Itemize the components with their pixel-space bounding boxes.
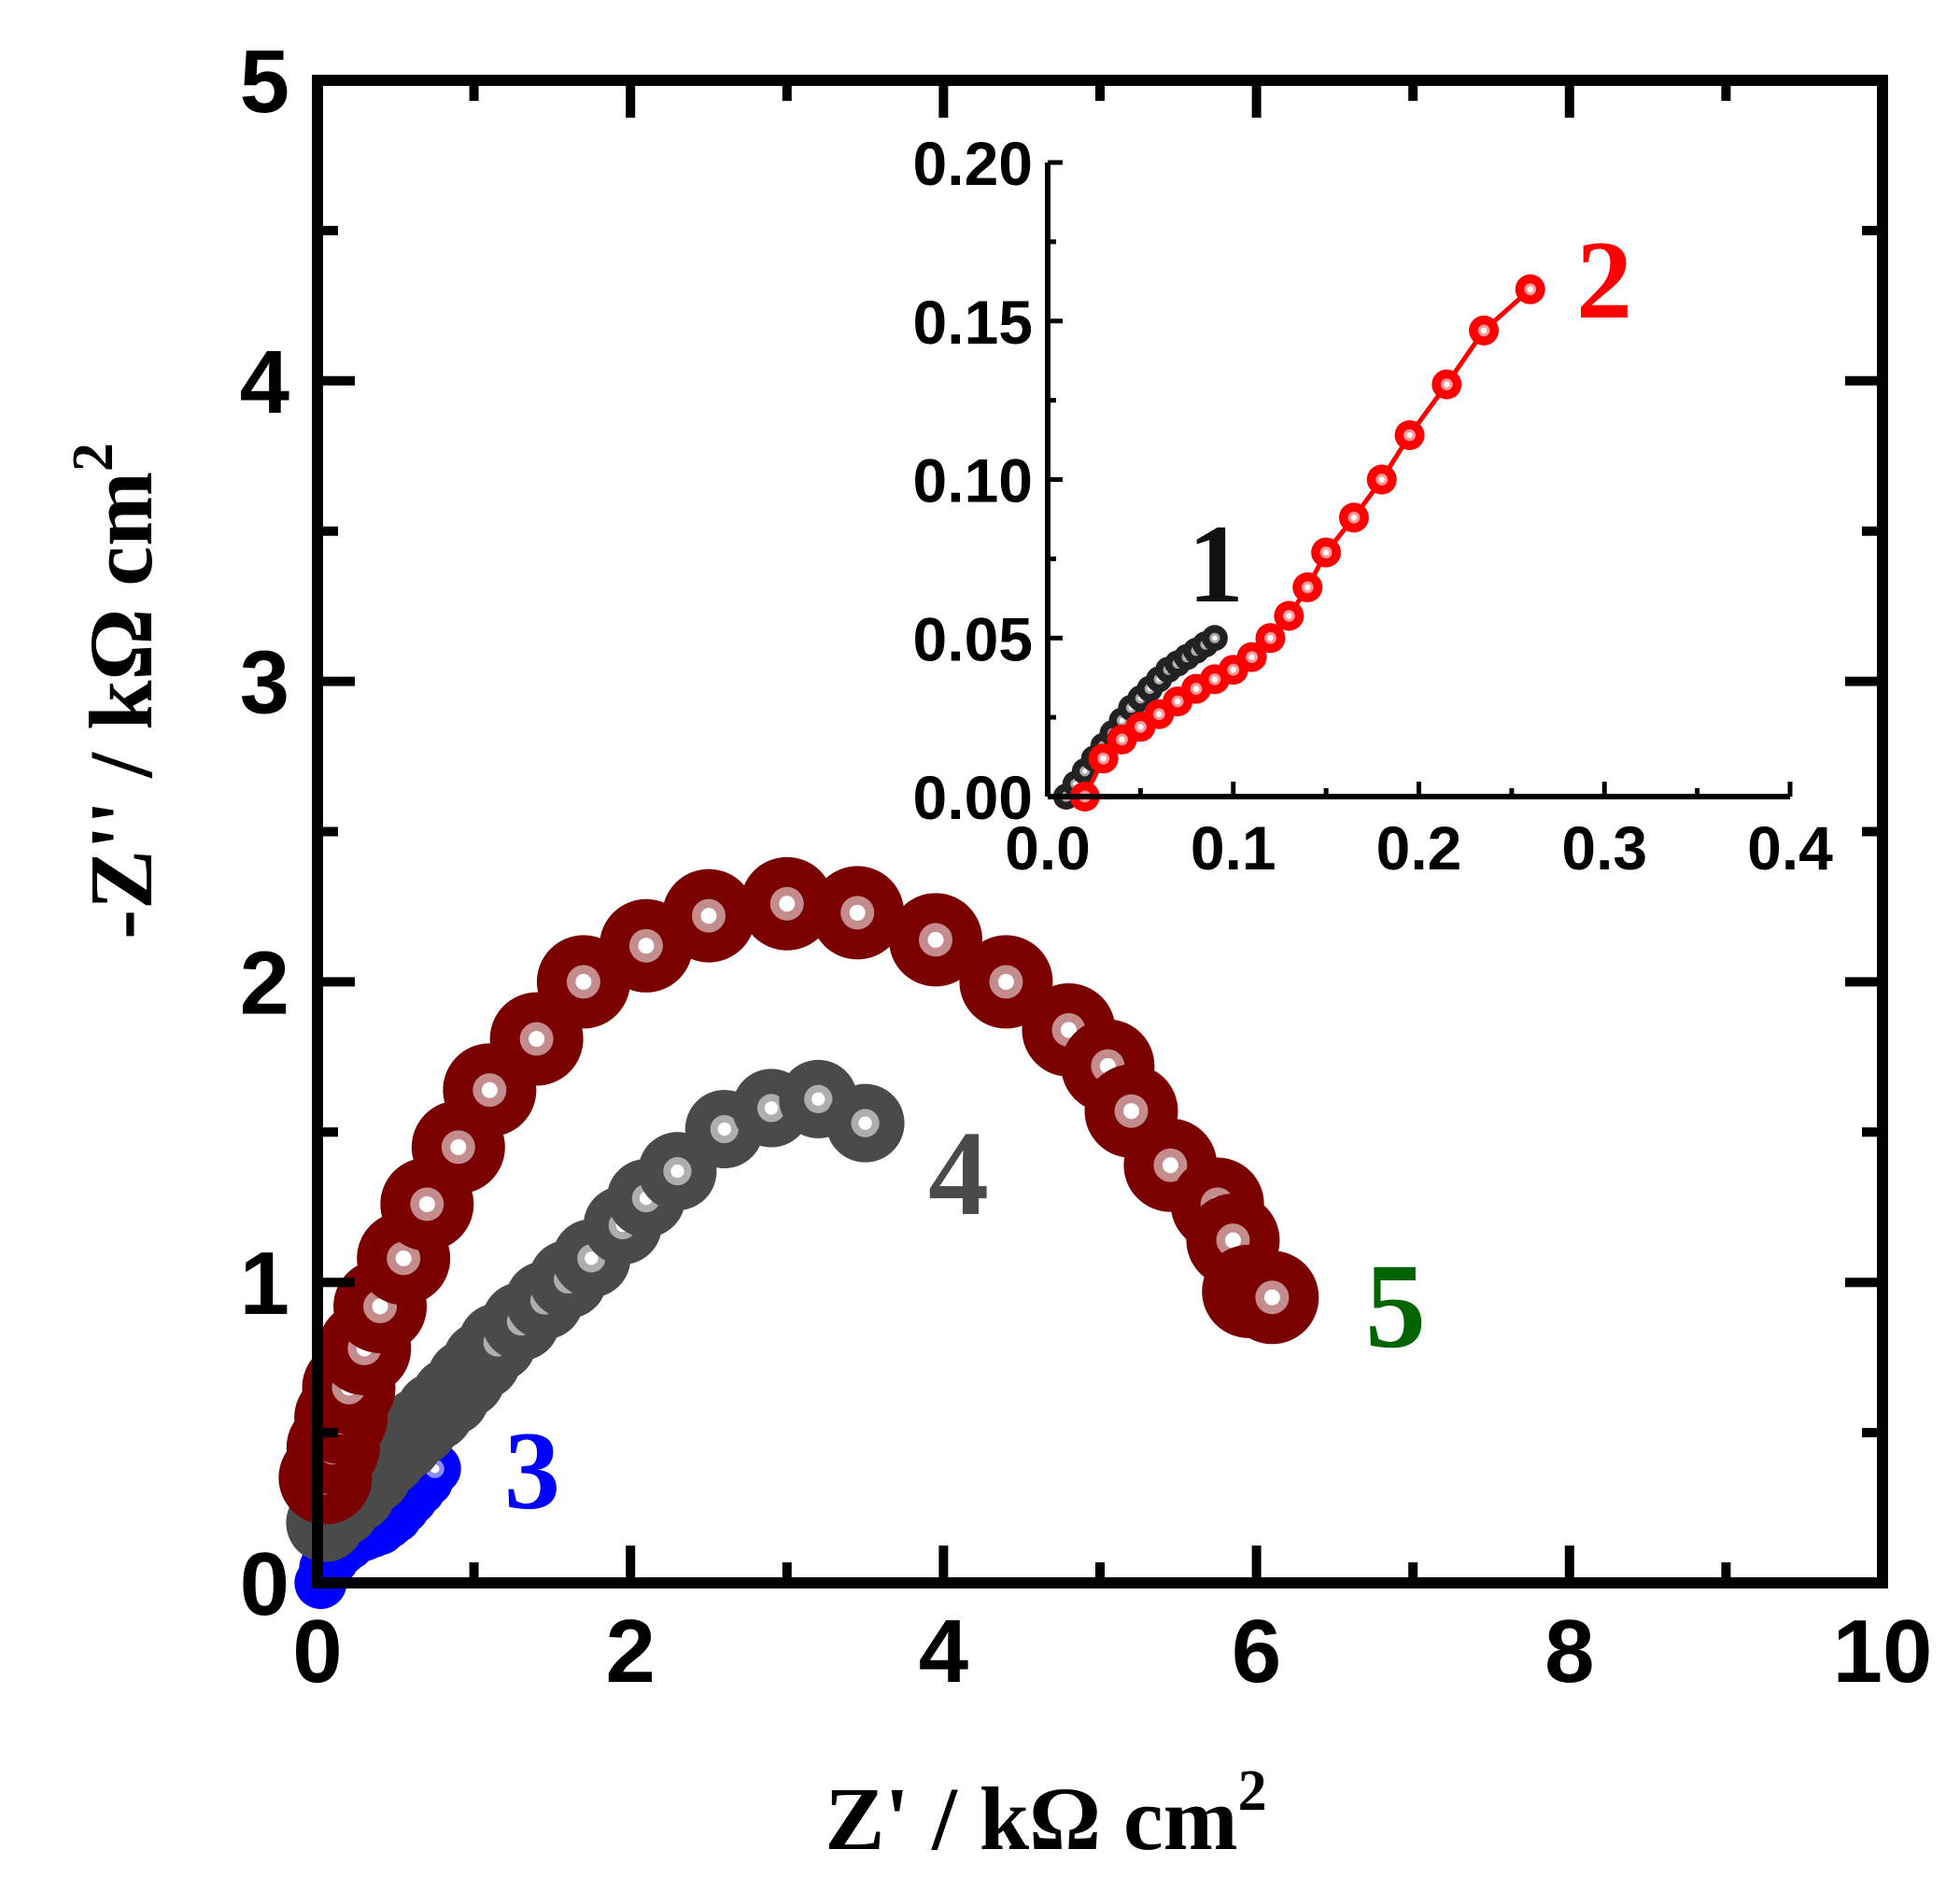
inset-y-tick-label: 0.15 xyxy=(913,288,1033,357)
inset-x-tick-label: 0.0 xyxy=(1005,813,1091,882)
inset-y-tick-label: 0.10 xyxy=(913,446,1033,515)
inset-y-tick-label: 0.00 xyxy=(913,763,1033,832)
inset-series-2-point xyxy=(1311,537,1342,568)
inset-series-2-point xyxy=(1292,572,1323,602)
inset-y-tick-label: 0.05 xyxy=(913,604,1033,673)
x-axis-title: Z' / kΩ cm2 xyxy=(825,1759,1266,1869)
inset-plot: 0.0 0.1 0.2 0.3 0.4 0.00 0.05 0.10 0.15 0.20 xyxy=(913,129,1834,882)
inset-x-tick-label: 0.3 xyxy=(1561,813,1647,882)
x-axis-title-sup: 2 xyxy=(1238,1759,1267,1823)
main-data-points xyxy=(278,856,1319,1609)
series-label-4: 4 xyxy=(928,1107,989,1241)
x-axis-title-text: Z' / kΩ cm xyxy=(825,1769,1237,1869)
inset-series-2-point xyxy=(1338,502,1369,533)
series-4-point xyxy=(825,1083,905,1163)
inset-x-tick-label: 0.2 xyxy=(1376,813,1462,882)
inset-data-points xyxy=(1052,274,1545,812)
main-x-tick-labels: 0 2 4 6 8 10 xyxy=(292,1602,1932,1701)
series-label-5: 5 xyxy=(1365,1239,1426,1374)
inset-series-2-point xyxy=(1236,642,1267,672)
series-5-point xyxy=(1225,1250,1319,1345)
y-tick-label: 1 xyxy=(240,1234,289,1334)
inset-axes xyxy=(1045,160,1793,799)
series-label-3: 3 xyxy=(504,1408,560,1532)
inset-x-tick-label: 0.1 xyxy=(1191,813,1276,882)
y-tick-label: 2 xyxy=(240,933,289,1033)
y-axis-title-sup: 2 xyxy=(62,443,125,472)
inset-x-tick-labels: 0.0 0.1 0.2 0.3 0.4 xyxy=(1005,813,1833,882)
y-tick-label: 3 xyxy=(240,633,289,733)
series-5-points xyxy=(278,856,1319,1525)
inset-series-1-point xyxy=(1201,625,1228,652)
main-y-tick-labels: 0 1 2 3 4 5 xyxy=(240,32,289,1634)
series-label-1: 1 xyxy=(1188,501,1244,626)
y-tick-label: 4 xyxy=(240,332,289,432)
y-tick-label: 0 xyxy=(240,1534,289,1634)
inset-x-tick-label: 0.4 xyxy=(1747,813,1833,882)
x-tick-label: 6 xyxy=(1232,1602,1281,1701)
inset-series-2-point xyxy=(1088,743,1119,774)
inset-series-2-point xyxy=(1366,464,1397,495)
series-5-point xyxy=(662,868,755,963)
inset-series-2-point xyxy=(1515,274,1545,304)
inset-series-2-point xyxy=(1394,419,1425,450)
inset-series-2-point xyxy=(1431,369,1462,400)
series-5-point xyxy=(740,856,834,951)
x-tick-label: 0 xyxy=(292,1602,342,1701)
y-axis-title: -Z'' / kΩ cm2 xyxy=(62,443,171,939)
main-ticks xyxy=(313,76,1887,1588)
inset-y-tick-labels: 0.00 0.05 0.10 0.15 0.20 xyxy=(913,129,1033,832)
inset-series-2 xyxy=(1069,274,1545,812)
series-5-point xyxy=(889,893,983,987)
x-tick-label: 4 xyxy=(919,1602,968,1701)
y-tick-label: 5 xyxy=(240,32,289,132)
y-axis-title-text: -Z'' / kΩ cm xyxy=(71,472,171,939)
x-tick-label: 2 xyxy=(606,1602,656,1701)
series-label-2: 2 xyxy=(1576,218,1632,342)
inset-y-tick-label: 0.20 xyxy=(913,129,1033,198)
inset-series-2-point xyxy=(1469,315,1500,346)
x-tick-label: 8 xyxy=(1544,1602,1594,1701)
x-tick-label: 10 xyxy=(1833,1602,1933,1701)
series-5-point xyxy=(811,866,905,960)
inset-series-2-point xyxy=(1274,600,1304,631)
inset-series-2-point xyxy=(1255,623,1286,654)
